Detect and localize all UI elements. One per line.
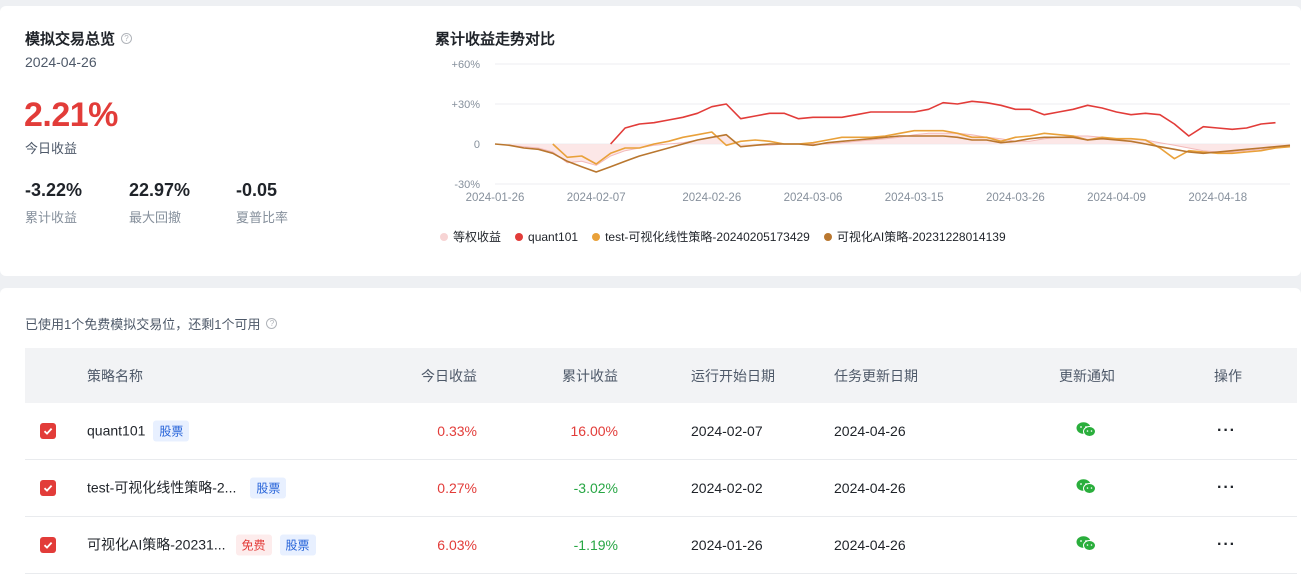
check-icon (43, 427, 53, 435)
table-row[interactable]: 可视化AI策略-20231... 免费 股票 6.03% -1.19% 2024-0… (25, 517, 1297, 574)
info-icon[interactable]: ? (266, 318, 278, 329)
row-checkbox[interactable] (40, 537, 56, 553)
stat-total-return: -3.22% 累计收益 (25, 180, 83, 225)
strategy-name[interactable]: test-可视化线性策略-2... (87, 479, 237, 496)
total-return: -1.19% (573, 537, 618, 553)
header-notify: 更新通知 (1059, 367, 1115, 384)
overview-title: 模拟交易总览 ? (25, 28, 133, 49)
header-name[interactable]: 策略名称 (87, 367, 143, 384)
quota-text: 已使用1个免费模拟交易位，还剩1个可用 ? (25, 314, 278, 333)
legend-item-ai[interactable]: 可视化AI策略-20231228014139 (823, 228, 1006, 245)
today-return: 0.33% (437, 423, 477, 439)
update-date: 2024-04-26 (834, 537, 906, 553)
x-tick-label: 2024-03-26 (986, 192, 1045, 202)
check-icon (43, 484, 53, 492)
tag-stock: 股票 (279, 534, 316, 556)
x-tick-label: 2024-02-07 (567, 192, 626, 202)
start-date: 2024-02-02 (691, 480, 763, 496)
x-tick-label: 2024-04-09 (1087, 192, 1146, 202)
header-total[interactable]: 累计收益 (562, 367, 618, 384)
header-today[interactable]: 今日收益 (421, 367, 477, 384)
tag-stock: 股票 (153, 420, 190, 442)
today-return-value: 2.21% (24, 96, 118, 134)
return-chart: +60% +30% 0 -30%2024-01-26 2024-02-07 2024-02… (452, 59, 1291, 202)
total-return: -3.02% (573, 480, 618, 496)
strategy-table: 策略名称 今日收益 累计收益 运行开始日期 任务更新日期 更新通知 操作 qua… (25, 348, 1297, 574)
y-tick-label: +60% (452, 59, 481, 71)
check-icon (43, 541, 53, 549)
series-line-1 (610, 100, 1276, 145)
header-actions: 操作 (1214, 367, 1242, 384)
strategy-name-cell: quant101 股票 (87, 420, 190, 442)
chart-title: 累计收益走势对比 (435, 31, 556, 48)
update-date: 2024-04-26 (834, 423, 906, 439)
y-tick-label: -30% (454, 179, 480, 191)
series-line-3 (494, 133, 1291, 173)
strategy-name[interactable]: quant101 (87, 422, 146, 439)
table-row[interactable]: test-可视化线性策略-2... 股票 0.27% -3.02% 2024-02… (25, 460, 1297, 517)
more-actions-button[interactable]: ··· (1217, 536, 1236, 553)
legend-dot (592, 232, 601, 241)
x-tick-label: 2024-01-26 (466, 192, 525, 202)
legend-item-quant101[interactable]: quant101 (515, 228, 578, 245)
stat-max-drawdown: 22.97% 最大回撤 (129, 180, 191, 225)
table-header: 策略名称 今日收益 累计收益 运行开始日期 任务更新日期 更新通知 操作 (25, 348, 1297, 403)
wechat-icon[interactable] (1076, 422, 1096, 441)
tag-free: 免费 (235, 534, 272, 556)
strategy-name-cell: test-可视化线性策略-2... 股票 (87, 477, 287, 499)
info-icon[interactable]: ? (121, 33, 133, 44)
legend-dot (515, 232, 524, 241)
y-tick-label: 0 (474, 139, 480, 151)
strategy-list-card: 已使用1个免费模拟交易位，还剩1个可用 ? 策略名称 今日收益 累计收益 运行开… (0, 288, 1301, 585)
series-line-equal-weight (494, 132, 1291, 166)
strategy-name[interactable]: 可视化AI策略-20231... (87, 536, 226, 553)
table-row[interactable]: quant101 股票 0.33% 16.00% 2024-02-07 2024-… (25, 403, 1297, 460)
row-checkbox[interactable] (40, 480, 56, 496)
more-actions-button[interactable]: ··· (1217, 479, 1236, 496)
y-tick-label: +30% (452, 99, 481, 111)
x-tick-label: 2024-03-06 (784, 192, 843, 202)
tag-stock: 股票 (250, 477, 287, 499)
x-tick-label: 2024-04-18 (1188, 192, 1247, 202)
header-update-date[interactable]: 任务更新日期 (834, 367, 918, 384)
legend-item-equal[interactable]: 等权收益 (440, 228, 501, 245)
x-tick-label: 2024-02-26 (682, 192, 741, 202)
start-date: 2024-02-07 (691, 423, 763, 439)
start-date: 2024-01-26 (691, 537, 763, 553)
total-return: 16.00% (570, 423, 618, 439)
legend-dot (823, 232, 832, 241)
overview-date: 2024-04-26 (25, 54, 97, 70)
today-return-label: 今日收益 (25, 141, 78, 156)
legend-item-linear[interactable]: test-可视化线性策略-20240205173429 (592, 228, 810, 245)
more-actions-button[interactable]: ··· (1217, 422, 1236, 439)
overview-card: 模拟交易总览 ? 2024-04-26 2.21% 今日收益 -3.22% 累计… (0, 6, 1301, 276)
row-checkbox[interactable] (40, 423, 56, 439)
today-return: 6.03% (437, 537, 477, 553)
strategy-name-cell: 可视化AI策略-20231... 免费 股票 (87, 534, 316, 556)
update-date: 2024-04-26 (834, 480, 906, 496)
series-line-2 (552, 129, 1291, 165)
wechat-icon[interactable] (1076, 479, 1096, 498)
stat-sharpe: -0.05 夏普比率 (236, 180, 289, 225)
chart-legend: 等权收益 quant101 test-可视化线性策略-2024020517342… (440, 228, 1006, 245)
today-return: 0.27% (437, 480, 477, 496)
wechat-icon[interactable] (1076, 536, 1096, 555)
x-tick-label: 2024-03-15 (885, 192, 944, 202)
legend-dot (440, 232, 448, 241)
header-start-date[interactable]: 运行开始日期 (691, 367, 775, 384)
